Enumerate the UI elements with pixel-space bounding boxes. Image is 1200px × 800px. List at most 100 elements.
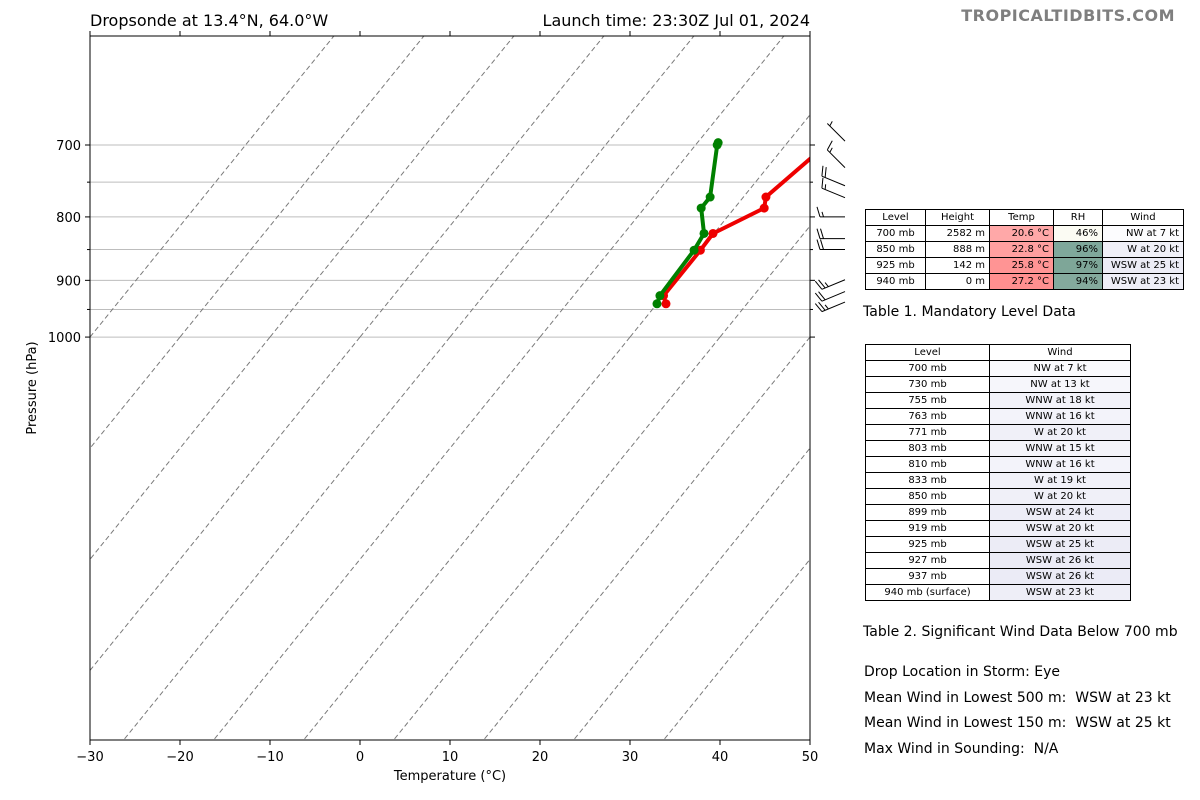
- table-row: 940 mb 0 m 27.2 °C 94% WSW at 23 kt: [865, 273, 1184, 290]
- table-row: 850 mb 888 m 22.8 °C 96% W at 20 kt: [865, 241, 1184, 258]
- cell-rh: 46%: [1053, 225, 1103, 242]
- table-row: 730 mb NW at 13 kt: [865, 376, 1131, 393]
- table-row: 771 mb W at 20 kt: [865, 424, 1131, 441]
- cell-wind: WSW at 23 kt: [989, 584, 1131, 601]
- col-header: Level: [865, 344, 990, 361]
- isotherm: [662, 558, 810, 740]
- temperature-point: [822, 141, 831, 150]
- table-row: 850 mb W at 20 kt: [865, 488, 1131, 505]
- cell-temp: 27.2 °C: [989, 273, 1054, 290]
- temperature-point: [695, 245, 705, 255]
- cell-level: 899 mb: [865, 504, 990, 521]
- significant-wind-table: Level Wind 700 mb NW at 7 kt 730 mb NW at 1…: [865, 344, 1131, 601]
- temperature-point: [831, 138, 840, 147]
- cell-wind: WSW at 26 kt: [989, 568, 1131, 585]
- y-tick-label: 700: [56, 139, 81, 154]
- cell-wind: W at 19 kt: [989, 472, 1131, 489]
- x-tick-label: 0: [356, 750, 364, 765]
- cell-wind: NW at 7 kt: [1102, 225, 1184, 242]
- table-row: 810 mb WNW at 16 kt: [865, 456, 1131, 473]
- cell-level: 755 mb: [865, 392, 990, 409]
- wind-barb: [816, 228, 845, 240]
- wind-barb: [816, 239, 845, 251]
- col-header: Level: [865, 209, 926, 226]
- launch-time: Launch time: 23:30Z Jul 01, 2024: [542, 11, 810, 30]
- dewpoint-point: [712, 140, 722, 150]
- cell-level: 763 mb: [865, 408, 990, 425]
- temperature-point: [661, 299, 671, 309]
- isotherm: [90, 337, 91, 338]
- cell-temp: 25.8 °C: [989, 257, 1054, 274]
- isotherm: [539, 36, 785, 338]
- table-row: 925 mb WSW at 25 kt: [865, 536, 1131, 553]
- temperature-point: [761, 192, 771, 202]
- wind-barb: [826, 140, 846, 168]
- dewpoint-point: [699, 228, 709, 238]
- col-header: Wind: [1102, 209, 1184, 226]
- col-header: Height: [925, 209, 990, 226]
- x-tick-label: 20: [532, 750, 549, 765]
- temperature-point: [759, 203, 769, 213]
- cell-level: 927 mb: [865, 552, 990, 569]
- cell-wind: WSW at 24 kt: [989, 504, 1131, 521]
- dewpoint-point: [689, 245, 699, 255]
- sounding-profiles: [652, 138, 840, 309]
- cell-rh: 94%: [1053, 273, 1103, 290]
- x-tick-label: 30: [622, 750, 639, 765]
- isotherm: [212, 336, 541, 740]
- cell-level: 850 mb: [865, 241, 926, 258]
- isotherm: [572, 447, 810, 740]
- isotherm: [269, 36, 515, 338]
- isotherm: [392, 336, 721, 740]
- wind-barb: [821, 177, 846, 199]
- cell-wind: WNW at 15 kt: [989, 440, 1131, 457]
- wind-barb: [826, 121, 846, 142]
- table2-caption: Table 2. Significant Wind Data Below 700…: [863, 624, 1178, 640]
- pressure-gridlines: [90, 144, 810, 338]
- table-row: 925 mb 142 m 25.8 °C 97% WSW at 25 kt: [865, 257, 1184, 274]
- cell-temp: 20.6 °C: [989, 225, 1054, 242]
- table-row: 919 mb WSW at 20 kt: [865, 520, 1131, 537]
- plot-frame: [89, 35, 811, 741]
- wind-barb: [814, 279, 846, 290]
- wind-barb: [821, 165, 846, 187]
- cell-height: 888 m: [925, 241, 990, 258]
- y-tick-label: 800: [56, 211, 81, 226]
- isotherm: [629, 114, 810, 338]
- cell-wind: W at 20 kt: [989, 424, 1131, 441]
- isotherm: [90, 336, 361, 672]
- mean-wind-500m: Mean Wind in Lowest 500 m: WSW at 23 kt: [864, 690, 1171, 706]
- x-tick-label: −30: [76, 750, 103, 765]
- wind-barb: [814, 301, 846, 313]
- cell-wind: WNW at 18 kt: [989, 392, 1131, 409]
- y-axis-label: Pressure (hPa): [25, 341, 40, 434]
- table-row: 927 mb WSW at 26 kt: [865, 552, 1131, 569]
- table-row: 700 mb 2582 m 20.6 °C 46% NW at 7 kt: [865, 225, 1184, 242]
- x-tick-label: −20: [166, 750, 193, 765]
- cell-temp: 22.8 °C: [989, 241, 1054, 258]
- dewpoint-point: [655, 291, 665, 301]
- cell-wind: WSW at 25 kt: [1102, 257, 1184, 274]
- y-tick-label: 1000: [48, 331, 81, 346]
- col-header: Wind: [989, 344, 1131, 361]
- cell-level: 700 mb: [865, 225, 926, 242]
- x-axis-label: Temperature (°C): [393, 769, 506, 784]
- cell-wind: NW at 7 kt: [989, 360, 1131, 377]
- dewpoint-line: [655, 141, 721, 305]
- isotherm: [90, 336, 271, 561]
- cell-level: 700 mb: [865, 360, 990, 377]
- cell-rh: 96%: [1053, 241, 1103, 258]
- table-row: 940 mb (surface) WSW at 23 kt: [865, 584, 1131, 601]
- table-row: 803 mb WNW at 15 kt: [865, 440, 1131, 457]
- x-tick-label: 50: [802, 750, 819, 765]
- brand-logo: TROPICALTIDBITS.COM: [961, 6, 1175, 25]
- cell-wind: WSW at 26 kt: [989, 552, 1131, 569]
- isotherm: [122, 336, 451, 740]
- isotherm: [482, 336, 810, 740]
- col-header: RH: [1053, 209, 1103, 226]
- cell-level: 833 mb: [865, 472, 990, 489]
- dewpoint-point: [696, 203, 706, 213]
- cell-wind: WSW at 25 kt: [989, 536, 1131, 553]
- cell-level: 771 mb: [865, 424, 990, 441]
